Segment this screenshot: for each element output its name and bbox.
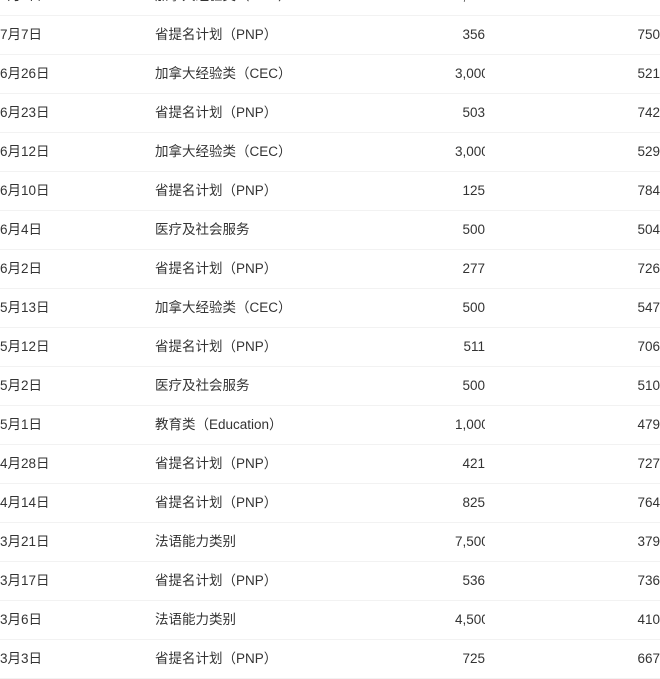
invitations-issued-cell: 3,000 [455,54,485,94]
draw-date-cell: 3月21日 [0,522,155,562]
draw-category-cell: 教育类（Education） [155,405,455,445]
crs-cutoff-score-cell: 784 [485,171,660,211]
crs-cutoff-score-cell: 529 [485,132,660,172]
draw-date-cell: 5月13日 [0,288,155,328]
draw-category-cell: 加拿大经验类（CEC） [155,288,455,328]
table-row[interactable]: 3月17日 省提名计划（PNP） 536 736 [0,561,660,601]
table-row[interactable]: 6月4日 医疗及社会服务 500 504 [0,210,660,250]
draw-category-cell: 法语能力类别 [155,522,455,562]
invitations-issued-cell: 536 [455,561,485,601]
crs-cutoff-score-cell: 379 [485,522,660,562]
crs-cutoff-score-cell: 736 [485,561,660,601]
draw-category-cell: 省提名计划（PNP） [155,444,455,484]
draw-date-cell: 4月28日 [0,444,155,484]
draw-category-cell: 省提名计划（PNP） [155,15,455,55]
draw-category-cell: 省提名计划（PNP） [155,171,455,211]
draw-category-cell: 医疗及社会服务 [155,210,455,250]
invitations-issued-cell: 7,500 [455,522,485,562]
draw-date-cell: 6月23日 [0,93,155,133]
crs-cutoff-score-cell: 764 [485,483,660,523]
draw-category-cell: 省提名计划（PNP） [155,327,455,367]
draw-category-cell: 加拿大经验类（CEC） [155,132,455,172]
draw-date-cell: 6月12日 [0,132,155,172]
draw-date-cell: 7月7日 [0,15,155,55]
invitations-issued-cell: 3,000 [455,132,485,172]
table-row[interactable]: 7月8日加拿大经验类（CEC）3,000518 [0,0,660,16]
draw-category-cell: 加拿大经验类（CEC） [155,0,455,16]
table-row[interactable]: 7月7日 省提名计划（PNP） 356 750 [0,15,660,55]
crs-cutoff-score-cell: 410 [485,600,660,640]
invitations-issued-cell: 500 [455,288,485,328]
crs-cutoff-score-cell: 521 [485,54,660,94]
draw-category-cell: 加拿大经验类（CEC） [155,54,455,94]
table-row[interactable]: 5月2日 医疗及社会服务 500 510 [0,366,660,406]
invitations-issued-cell: 277 [455,249,485,289]
table-row[interactable]: 4月28日 省提名计划（PNP） 421 727 [0,444,660,484]
invitations-issued-cell: 725 [455,639,485,679]
draw-date-cell: 6月10日 [0,171,155,211]
draw-category-cell: 省提名计划（PNP） [155,483,455,523]
crs-cutoff-score-cell: 667 [485,639,660,679]
crs-cutoff-score-cell: 706 [485,327,660,367]
draw-date-cell: 5月12日 [0,327,155,367]
invitations-issued-cell: 825 [455,483,485,523]
draw-date-cell: 5月1日 [0,405,155,445]
table-row[interactable]: 3月3日 省提名计划（PNP） 725 667 [0,639,660,679]
invitations-issued-cell: 500 [455,210,485,250]
draw-date-cell: 3月17日 [0,561,155,601]
draw-category-cell: 医疗及社会服务 [155,366,455,406]
crs-cutoff-score-cell: 726 [485,249,660,289]
invitations-issued-cell: 511 [455,327,485,367]
invitations-issued-cell: 356 [455,15,485,55]
draw-date-cell: 4月14日 [0,483,155,523]
invitations-issued-cell: 125 [455,171,485,211]
table-row[interactable]: 5月12日 省提名计划（PNP） 511 706 [0,327,660,367]
invitations-issued-cell: 3,000 [455,0,485,16]
table-row[interactable]: 5月13日 加拿大经验类（CEC） 500 547 [0,288,660,328]
crs-cutoff-score-cell: 504 [485,210,660,250]
crs-cutoff-score-cell: 518 [485,0,660,16]
draw-category-cell: 省提名计划（PNP） [155,249,455,289]
table-row[interactable]: 6月2日 省提名计划（PNP） 277 726 [0,249,660,289]
table-row[interactable]: 6月23日 省提名计划（PNP） 503 742 [0,93,660,133]
draw-date-cell: 5月2日 [0,366,155,406]
crs-cutoff-score-cell: 727 [485,444,660,484]
crs-cutoff-score-cell: 479 [485,405,660,445]
draw-category-cell: 法语能力类别 [155,600,455,640]
invitations-issued-cell: 500 [455,366,485,406]
invitations-issued-cell: 503 [455,93,485,133]
draw-date-cell: 6月2日 [0,249,155,289]
crs-cutoff-score-cell: 510 [485,366,660,406]
draw-date-cell: 3月6日 [0,600,155,640]
draw-date-cell: 6月4日 [0,210,155,250]
draw-date-cell: 7月8日 [0,0,155,16]
invitations-issued-cell: 1,000 [455,405,485,445]
draw-category-cell: 省提名计划（PNP） [155,639,455,679]
draw-date-cell: 6月26日 [0,54,155,94]
table-row[interactable]: 6月10日 省提名计划（PNP） 125 784 [0,171,660,211]
crs-cutoff-score-cell: 750 [485,15,660,55]
draw-category-cell: 省提名计划（PNP） [155,561,455,601]
table-row[interactable]: 4月14日 省提名计划（PNP） 825 764 [0,483,660,523]
crs-cutoff-score-cell: 547 [485,288,660,328]
invitations-issued-cell: 421 [455,444,485,484]
draw-date-cell: 3月3日 [0,639,155,679]
draw-category-cell: 省提名计划（PNP） [155,93,455,133]
invitations-issued-cell: 4,500 [455,600,485,640]
crs-cutoff-score-cell: 742 [485,93,660,133]
